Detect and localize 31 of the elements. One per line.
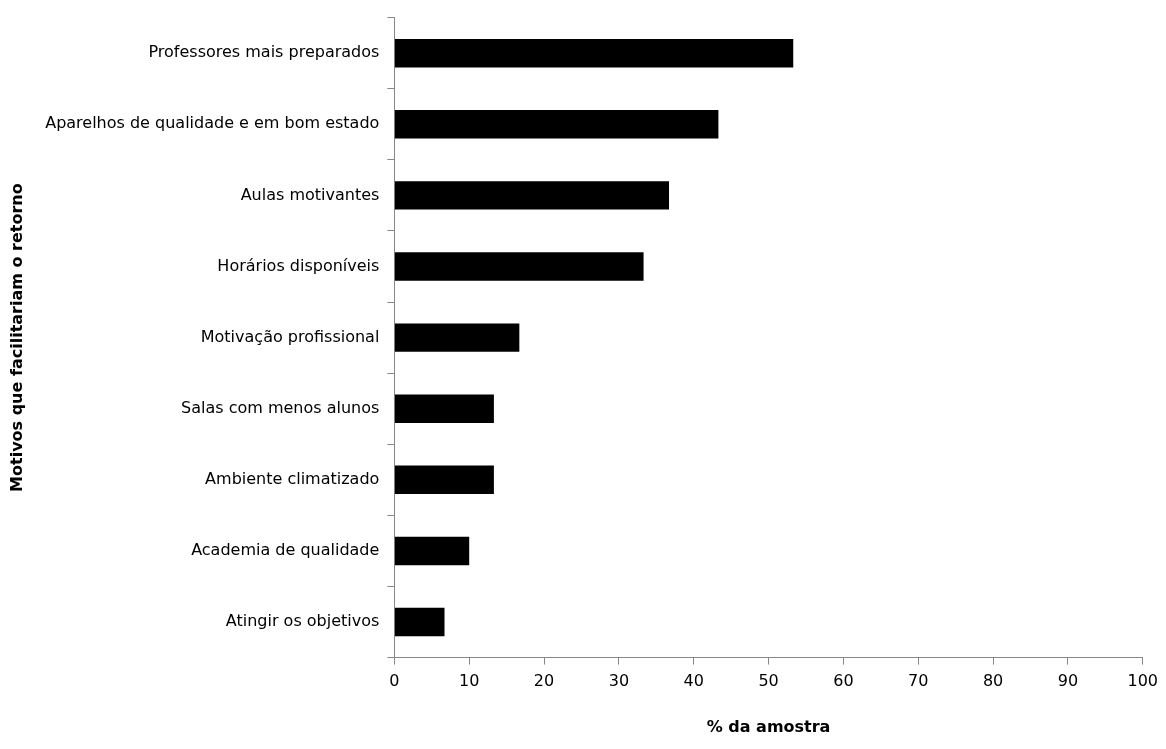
x-tick-label: 90 xyxy=(1057,671,1079,691)
bar xyxy=(394,38,794,68)
x-tick-label: 70 xyxy=(908,671,929,691)
y-tick-label: Motivação profissional xyxy=(200,326,380,346)
y-tick-label: Atingir os objetivos xyxy=(225,611,380,631)
x-tick-label: 20 xyxy=(533,671,555,691)
bar xyxy=(394,394,494,423)
x-tick-label: 0 xyxy=(389,671,400,691)
x-tick-label: 40 xyxy=(683,671,704,691)
y-tick-label: Academia de qualidade xyxy=(191,540,380,560)
x-tick-label: 100 xyxy=(1127,671,1158,691)
x-tick-label: 50 xyxy=(758,671,779,691)
bar xyxy=(394,607,445,637)
bar xyxy=(394,536,470,566)
bar xyxy=(394,252,644,281)
y-tick-label: Aulas motivantes xyxy=(240,184,380,204)
y-tick-label: Salas com menos alunos xyxy=(181,397,380,417)
x-tick-label: 10 xyxy=(459,671,480,691)
y-tick-label: Horários disponíveis xyxy=(217,255,380,275)
x-tick-label: 80 xyxy=(982,671,1004,691)
y-axis-title: Motivos que facilitariam o retorno xyxy=(6,183,26,492)
bar xyxy=(394,465,494,495)
bar xyxy=(394,181,670,210)
x-axis-title: % da amostra xyxy=(706,716,831,736)
y-tick-label: Aparelhos de qualidade e em bom estado xyxy=(45,113,380,133)
y-tick-label: Ambiente climatizado xyxy=(205,468,380,488)
bar xyxy=(394,110,719,139)
bar xyxy=(394,323,520,352)
x-tick-label: 60 xyxy=(833,671,854,691)
x-tick-label: 30 xyxy=(608,671,630,691)
y-tick-label: Professores mais preparados xyxy=(148,42,380,62)
